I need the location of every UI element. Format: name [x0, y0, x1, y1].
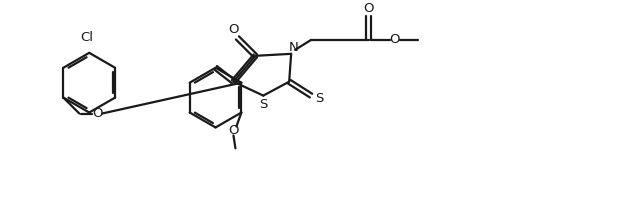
- Text: S: S: [315, 92, 323, 105]
- Text: O: O: [389, 33, 400, 46]
- Text: O: O: [364, 1, 374, 14]
- Text: O: O: [92, 107, 102, 120]
- Text: S: S: [259, 98, 268, 111]
- Text: N: N: [288, 41, 298, 54]
- Text: Cl: Cl: [81, 31, 93, 44]
- Text: O: O: [228, 124, 239, 137]
- Text: O: O: [228, 24, 239, 37]
